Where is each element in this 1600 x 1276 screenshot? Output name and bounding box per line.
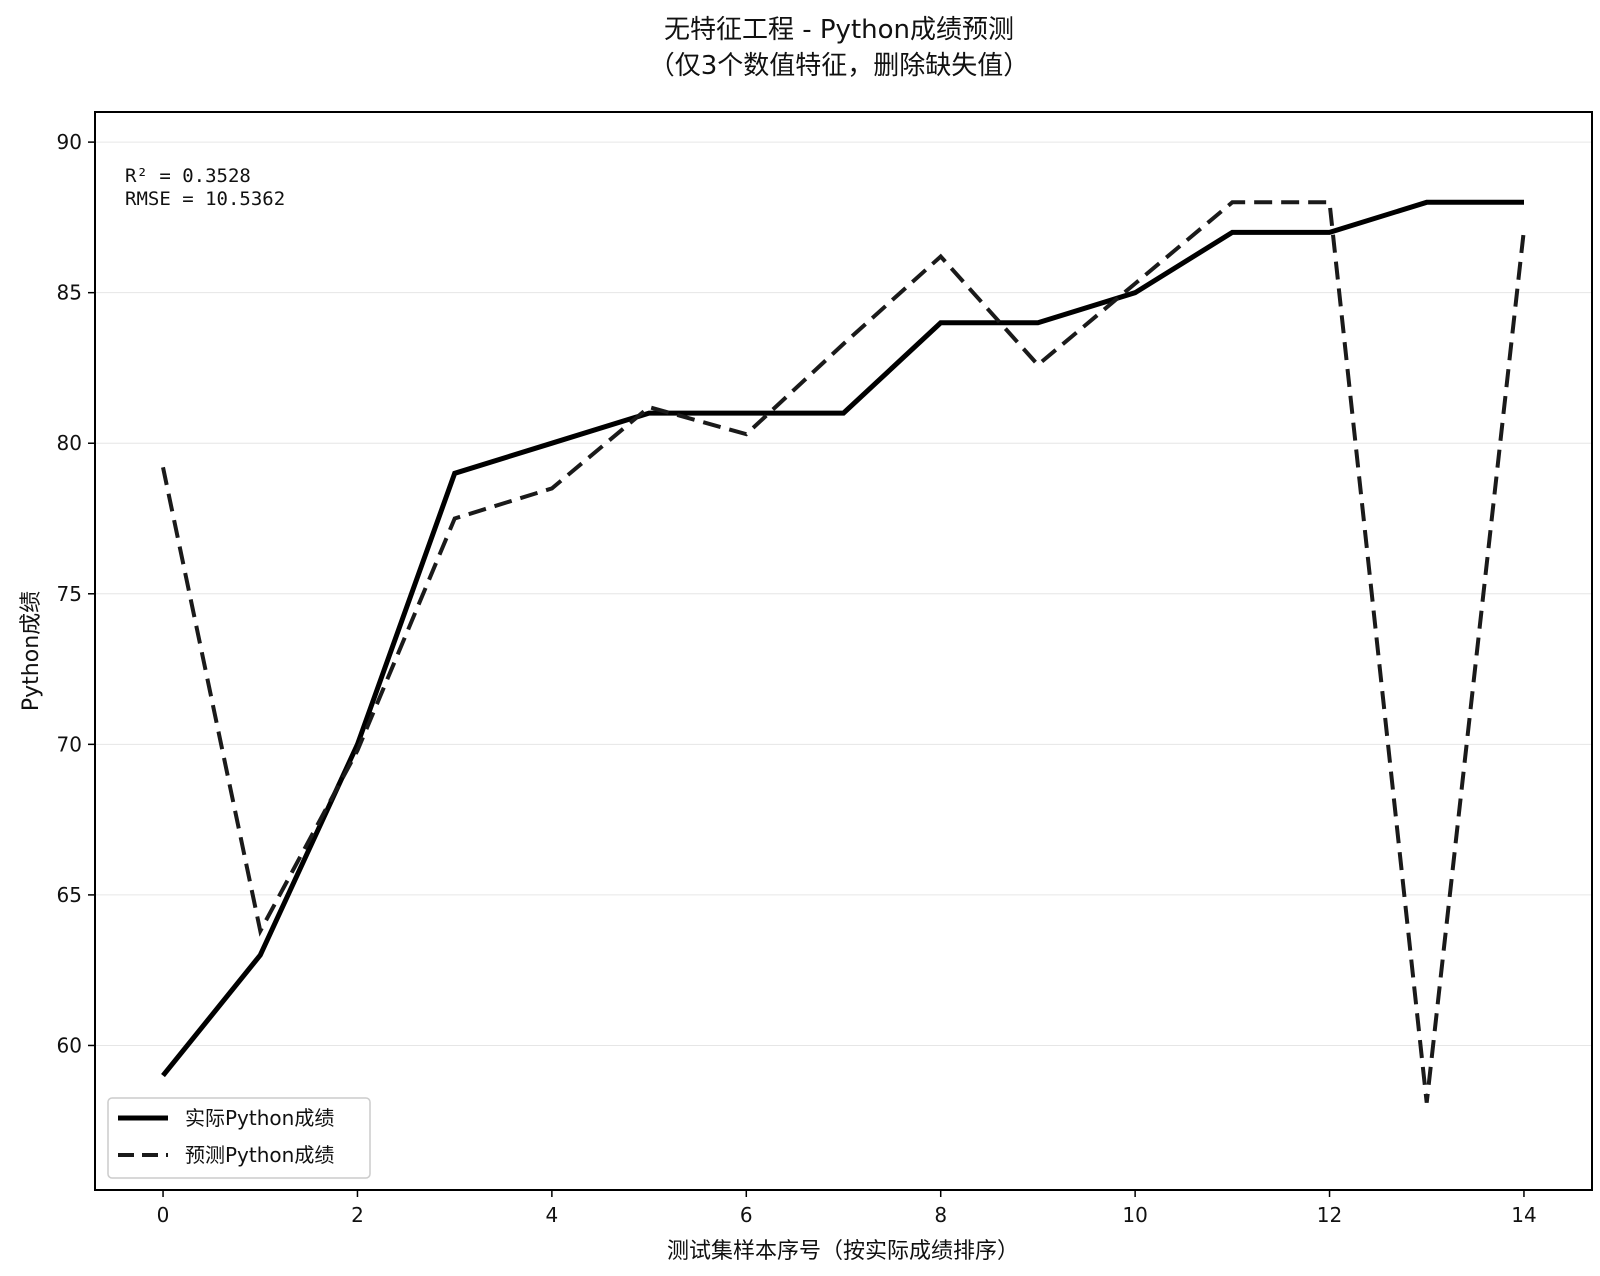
chart-title: 无特征工程 - Python成绩预测 xyxy=(664,15,1014,45)
y-tick-label: 60 xyxy=(57,1033,82,1057)
rmse-annotation: RMSE = 10.5362 xyxy=(125,188,285,210)
x-tick-label: 6 xyxy=(740,1203,753,1227)
axis-ticks: 60 65 70 75 80 85 90 0 2 4 6 8 10 12 14 xyxy=(57,130,1537,1227)
legend-box xyxy=(107,1097,371,1179)
y-tick-label: 80 xyxy=(57,431,82,455)
y-tick-label: 90 xyxy=(57,130,82,154)
plot-frame xyxy=(94,111,1593,1191)
y-tick-label: 85 xyxy=(57,281,82,305)
legend-label-predicted: 预测Python成绩 xyxy=(185,1143,334,1167)
x-tick-label: 0 xyxy=(157,1203,170,1227)
series-line-actual xyxy=(161,199,1524,1078)
legend-label-actual: 实际Python成绩 xyxy=(185,1106,334,1130)
series-line-predicted xyxy=(161,200,1526,1103)
grid-lines xyxy=(95,141,1592,1046)
legend: 实际Python成绩 预测Python成绩 xyxy=(107,1097,371,1179)
x-tick-label: 14 xyxy=(1511,1203,1536,1227)
chart-subtitle: （仅3个数值特征，删除缺失值） xyxy=(649,51,1030,81)
x-axis-label: 测试集样本序号（按实际成绩排序） xyxy=(667,1239,1019,1264)
x-tick-label: 12 xyxy=(1317,1203,1342,1227)
x-tick-label: 10 xyxy=(1122,1203,1147,1227)
y-axis-label: Python成绩 xyxy=(19,591,44,711)
y-tick-label: 65 xyxy=(57,883,82,907)
y-tick-label: 70 xyxy=(57,732,82,756)
r2-annotation: R² = 0.3528 xyxy=(125,165,251,187)
x-tick-label: 8 xyxy=(934,1203,947,1227)
series-lines xyxy=(161,199,1526,1103)
y-tick-label: 75 xyxy=(57,582,82,606)
x-tick-label: 4 xyxy=(546,1203,559,1227)
x-tick-label: 2 xyxy=(351,1203,364,1227)
